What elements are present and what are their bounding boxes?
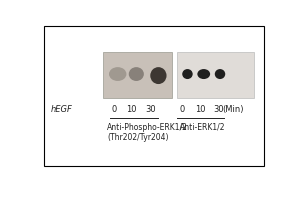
Text: 0: 0 — [179, 105, 184, 114]
Text: Anti-Phospho-ERK1/2: Anti-Phospho-ERK1/2 — [107, 123, 188, 132]
Ellipse shape — [197, 69, 210, 79]
Ellipse shape — [109, 67, 126, 81]
Bar — [103, 52, 172, 98]
Text: (Thr202/Tyr204): (Thr202/Tyr204) — [107, 133, 169, 142]
Text: 10: 10 — [195, 105, 206, 114]
Text: (Min): (Min) — [222, 105, 244, 114]
Text: 30: 30 — [213, 105, 224, 114]
Ellipse shape — [150, 67, 167, 84]
Ellipse shape — [215, 69, 225, 79]
Ellipse shape — [129, 67, 144, 81]
Text: Anti-ERK1/2: Anti-ERK1/2 — [180, 123, 225, 132]
Bar — [177, 52, 254, 98]
Ellipse shape — [182, 69, 193, 79]
Text: 30: 30 — [145, 105, 156, 114]
Text: 10: 10 — [126, 105, 137, 114]
Text: 0: 0 — [112, 105, 117, 114]
Text: hEGF: hEGF — [50, 105, 72, 114]
